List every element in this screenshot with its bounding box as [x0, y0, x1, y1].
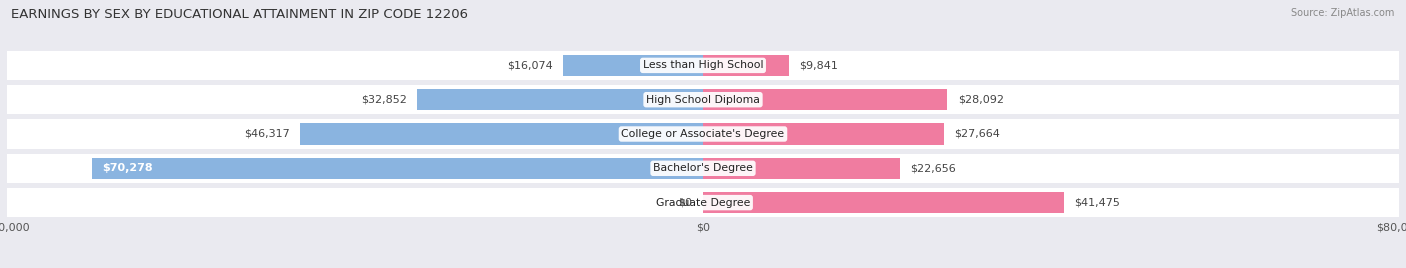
Text: $0: $0: [679, 198, 693, 208]
Text: $32,852: $32,852: [361, 95, 406, 105]
Text: $9,841: $9,841: [799, 60, 838, 70]
Text: $28,092: $28,092: [957, 95, 1004, 105]
Bar: [703, 55, 789, 76]
Bar: [7, 120, 1399, 148]
Text: Graduate Degree: Graduate Degree: [655, 198, 751, 208]
Text: $46,317: $46,317: [243, 129, 290, 139]
Bar: [703, 89, 948, 110]
Text: College or Associate's Degree: College or Associate's Degree: [621, 129, 785, 139]
Bar: [91, 158, 703, 179]
Text: $27,664: $27,664: [955, 129, 1000, 139]
Text: Less than High School: Less than High School: [643, 60, 763, 70]
Text: $22,656: $22,656: [911, 163, 956, 173]
Text: $70,278: $70,278: [103, 163, 153, 173]
Text: Source: ZipAtlas.com: Source: ZipAtlas.com: [1291, 8, 1395, 18]
Bar: [299, 123, 703, 145]
Text: $16,074: $16,074: [508, 60, 553, 70]
Text: Bachelor's Degree: Bachelor's Degree: [652, 163, 754, 173]
Bar: [418, 89, 703, 110]
Text: $41,475: $41,475: [1074, 198, 1121, 208]
Text: EARNINGS BY SEX BY EDUCATIONAL ATTAINMENT IN ZIP CODE 12206: EARNINGS BY SEX BY EDUCATIONAL ATTAINMEN…: [11, 8, 468, 21]
Bar: [7, 154, 1399, 183]
Bar: [7, 85, 1399, 114]
Text: High School Diploma: High School Diploma: [647, 95, 759, 105]
Bar: [564, 55, 703, 76]
Bar: [7, 188, 1399, 217]
Bar: [703, 123, 943, 145]
Bar: [7, 51, 1399, 80]
Bar: [703, 192, 1064, 213]
Bar: [703, 158, 900, 179]
